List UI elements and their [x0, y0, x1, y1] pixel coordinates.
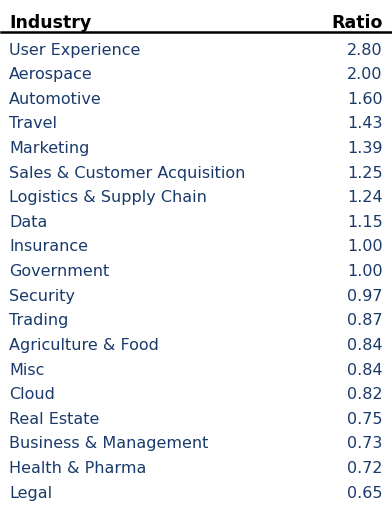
Text: Automotive: Automotive: [9, 92, 102, 107]
Text: 1.00: 1.00: [347, 264, 383, 279]
Text: Health & Pharma: Health & Pharma: [9, 461, 147, 476]
Text: Cloud: Cloud: [9, 387, 55, 402]
Text: 2.80: 2.80: [347, 42, 383, 57]
Text: Logistics & Supply Chain: Logistics & Supply Chain: [9, 190, 207, 205]
Text: Aerospace: Aerospace: [9, 67, 93, 82]
Text: Insurance: Insurance: [9, 239, 88, 254]
Text: Real Estate: Real Estate: [9, 412, 100, 427]
Text: 0.75: 0.75: [347, 412, 383, 427]
Text: 1.15: 1.15: [347, 215, 383, 230]
Text: 1.24: 1.24: [347, 190, 383, 205]
Text: 0.82: 0.82: [347, 387, 383, 402]
Text: Data: Data: [9, 215, 47, 230]
Text: 1.43: 1.43: [347, 117, 383, 132]
Text: Travel: Travel: [9, 117, 57, 132]
Text: 0.97: 0.97: [347, 289, 383, 304]
Text: 2.00: 2.00: [347, 67, 383, 82]
Text: Marketing: Marketing: [9, 141, 89, 156]
Text: Trading: Trading: [9, 313, 69, 328]
Text: 0.87: 0.87: [347, 313, 383, 328]
Text: Legal: Legal: [9, 485, 52, 500]
Text: 0.72: 0.72: [347, 461, 383, 476]
Text: 0.84: 0.84: [347, 363, 383, 378]
Text: 1.39: 1.39: [347, 141, 383, 156]
Text: Industry: Industry: [9, 15, 91, 32]
Text: 0.73: 0.73: [347, 436, 383, 451]
Text: Misc: Misc: [9, 363, 45, 378]
Text: 0.84: 0.84: [347, 338, 383, 353]
Text: Security: Security: [9, 289, 75, 304]
Text: User Experience: User Experience: [9, 42, 141, 57]
Text: Ratio: Ratio: [332, 15, 383, 32]
Text: 1.60: 1.60: [347, 92, 383, 107]
Text: Sales & Customer Acquisition: Sales & Customer Acquisition: [9, 166, 245, 181]
Text: 1.25: 1.25: [347, 166, 383, 181]
Text: 0.65: 0.65: [347, 485, 383, 500]
Text: 1.00: 1.00: [347, 239, 383, 254]
Text: Business & Management: Business & Management: [9, 436, 209, 451]
Text: Government: Government: [9, 264, 109, 279]
Text: Agriculture & Food: Agriculture & Food: [9, 338, 159, 353]
